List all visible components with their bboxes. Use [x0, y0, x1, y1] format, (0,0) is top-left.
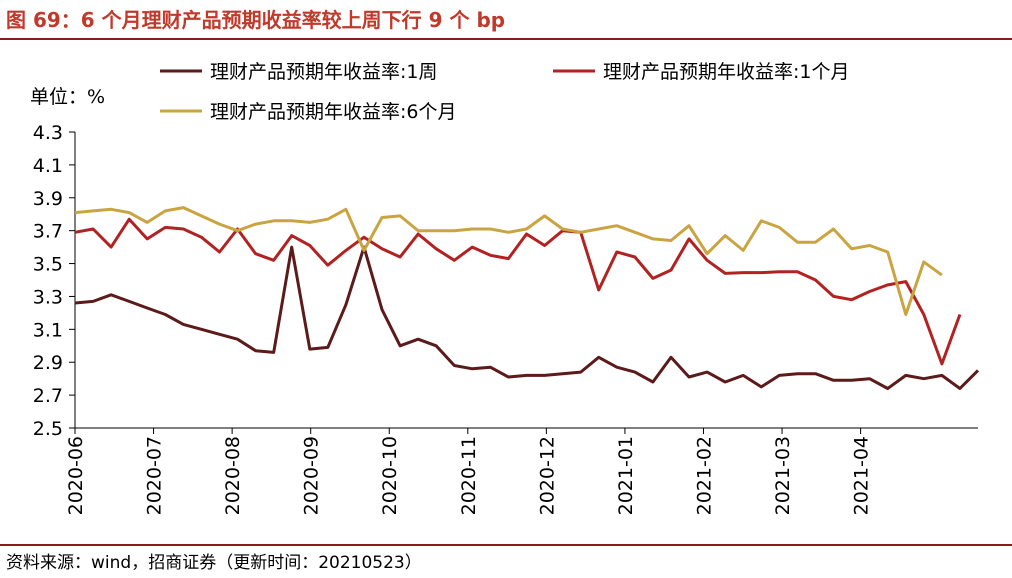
y-tick-label: 4.1	[33, 155, 63, 177]
y-tick-label: 3.9	[33, 188, 63, 210]
y-tick-label: 4.3	[33, 122, 63, 144]
y-tick-label: 2.7	[33, 385, 63, 407]
footer-rule	[0, 544, 1012, 546]
series-line-6m	[74, 206, 943, 316]
x-tick-label: 2021-03	[772, 436, 794, 515]
chart-title: 图 69：6 个月理财产品预期收益率较上周下行 9 个 bp	[6, 8, 506, 32]
x-tick-label: 2020-10	[379, 436, 401, 515]
y-tick-label: 3.3	[33, 286, 63, 308]
y-tick-label: 3.7	[33, 221, 63, 243]
x-tick-label: 2020-12	[536, 436, 558, 515]
legend-label-1w: 理财产品预期年收益率:1周	[210, 61, 438, 83]
y-tick-label: 3.1	[33, 319, 63, 341]
x-tick-label: 2021-01	[615, 436, 637, 515]
y-tick-label: 3.5	[33, 254, 63, 276]
x-tick-label: 2021-04	[851, 436, 873, 515]
source-note: 资料来源：wind，招商证券（更新时间：20210523）	[6, 553, 422, 573]
x-tick-label: 2020-06	[65, 436, 87, 515]
legend-label-6m: 理财产品预期年收益率:6个月	[210, 101, 457, 123]
legend-label-1m: 理财产品预期年收益率:1个月	[603, 61, 850, 83]
legend: 理财产品预期年收益率:1周 理财产品预期年收益率:1个月理财产品预期年收益率:6个…	[160, 61, 850, 123]
y-tick-label: 2.9	[33, 352, 63, 374]
x-tick-label: 2020-11	[458, 436, 480, 515]
series-line-1w	[74, 245, 980, 390]
y-tick-label: 2.5	[33, 418, 63, 440]
x-tick-label: 2020-08	[222, 436, 244, 515]
x-tick-label: 2021-02	[693, 436, 715, 515]
x-tick-label: 2020-09	[301, 436, 323, 515]
x-tick-label: 2020-07	[144, 436, 166, 515]
series-line-1m	[74, 217, 962, 366]
series-lines	[74, 206, 980, 390]
unit-label: 单位：%	[30, 86, 105, 108]
title-rule	[0, 38, 1012, 40]
